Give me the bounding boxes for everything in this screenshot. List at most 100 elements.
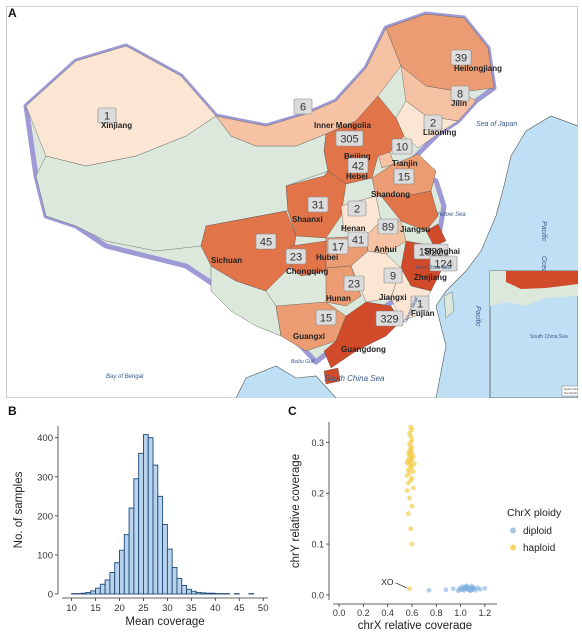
hist-bar [134,479,139,594]
hist-bar [153,465,158,594]
hist-bar [115,563,120,594]
hist-bar [143,435,148,594]
count-chongqing: 23 [290,252,302,264]
x-tick-label: 50 [258,603,269,614]
x-tick-label: 20 [114,603,125,614]
annotation-arrow [396,583,407,588]
label-anhui: Anhui [374,245,397,254]
panel-label-a: A [8,6,17,20]
count-sichuan: 45 [260,237,272,249]
hist-bar [182,585,187,594]
x-tick-label: 0.0 [333,608,346,618]
y-tick-label: 0.3 [311,438,324,448]
label-shaanxi: Shaanxi [292,215,323,224]
label-jiangsu: Jiangsu [400,225,430,234]
count-inner-mongolia: 6 [300,102,306,114]
point-haploid [407,496,412,501]
hist-bar [124,535,129,594]
count-jiangsu: 89 [382,222,394,234]
inset-sea-label: South China Sea [530,334,568,340]
count-shandong: 15 [398,172,410,184]
sea-label: Beibu Gulf [291,359,315,365]
hist-bar [129,508,134,594]
hist-bar [196,592,201,594]
inset-caption-line-1: South China [564,387,578,391]
hist-bar [172,567,177,594]
label-jiangxi: Jiangxi [379,293,407,302]
hist-bar [110,573,115,594]
x-tick-label: 15 [90,603,101,614]
sea-label: Pacific [540,221,547,242]
x-tick-label: 1.0 [454,608,467,618]
x-tick-label: 10 [66,603,77,614]
legend-marker-diploid [510,528,516,534]
point-haploid [405,488,410,493]
point-haploid [406,511,411,516]
hist-bar [177,578,182,594]
hist-bar [158,496,163,594]
y-tick-label: 0.2 [311,489,324,499]
panel-label-b: B [8,404,17,418]
sea-label: South China Sea [324,374,385,383]
y-axis-label: No. of samples [13,471,25,548]
label-henan: Henan [341,224,366,233]
y-tick-label: 200 [37,511,53,522]
x-tick-label: 0.4 [381,608,394,618]
sea-label: Sea of Japan [476,121,517,128]
sea-label: Pacific [474,306,481,327]
inset-caption-line-2: Sea islands [564,391,578,395]
count-shaanxi: 31 [312,200,324,212]
point-diploid [463,584,468,589]
label-chongqing: Chongqing [286,267,328,276]
x-tick-label: 30 [162,603,173,614]
count-jiangxi: 9 [390,271,396,283]
hist-bar [119,550,124,594]
point-haploid [411,486,416,491]
annotation-xo: XO [381,577,394,587]
y-tick-label: 400 [37,433,53,444]
label-shanghai: Shanghai [424,247,460,256]
legend-label-haploid: haploid [523,543,555,554]
count-hebei: 42 [352,161,364,173]
hist-bar [148,438,153,594]
label-shandong: Shandong [371,190,410,199]
label-heilongjiang: Heilongjiang [454,64,502,73]
hist-bar [187,589,192,594]
sea-label: Bay of Bengal [106,374,144,380]
x-tick-label: 35 [186,603,197,614]
label-guangdong: Guangdong [341,345,386,354]
point-haploid [408,425,413,430]
hist-bar [201,593,206,594]
hist-bar [167,549,172,594]
count-heilongjiang: 39 [455,53,467,65]
y-tick-label: 300 [37,472,53,483]
y-axis-label: chrY relative coverage [290,454,302,568]
label-guangxi: Guangxi [293,332,325,341]
hist-bar [100,584,105,594]
label-hunan: Hunan [326,294,351,303]
point-diploid [478,587,483,592]
y-tick-label: 0.0 [311,590,324,600]
hist-bar [86,592,91,594]
x-tick-label: 40 [210,603,221,614]
point-diploid [427,588,432,593]
point-diploid [469,587,474,592]
x-axis-label: chrX relative coverage [358,620,472,629]
sea-label: Yellow Sea [436,212,466,218]
hist-bar [211,593,216,594]
x-tick-label: 0.8 [430,608,443,618]
count-anhui: 41 [352,235,364,247]
count-guangdong: 329 [380,314,398,326]
x-axis-label: Mean coverage [125,616,204,628]
point-haploid [410,476,415,481]
label-jilin: Jilin [451,99,467,108]
y-tick-label: 0 [48,590,53,601]
count-beijing: 305 [340,134,358,146]
count-guangxi: 15 [320,313,332,325]
